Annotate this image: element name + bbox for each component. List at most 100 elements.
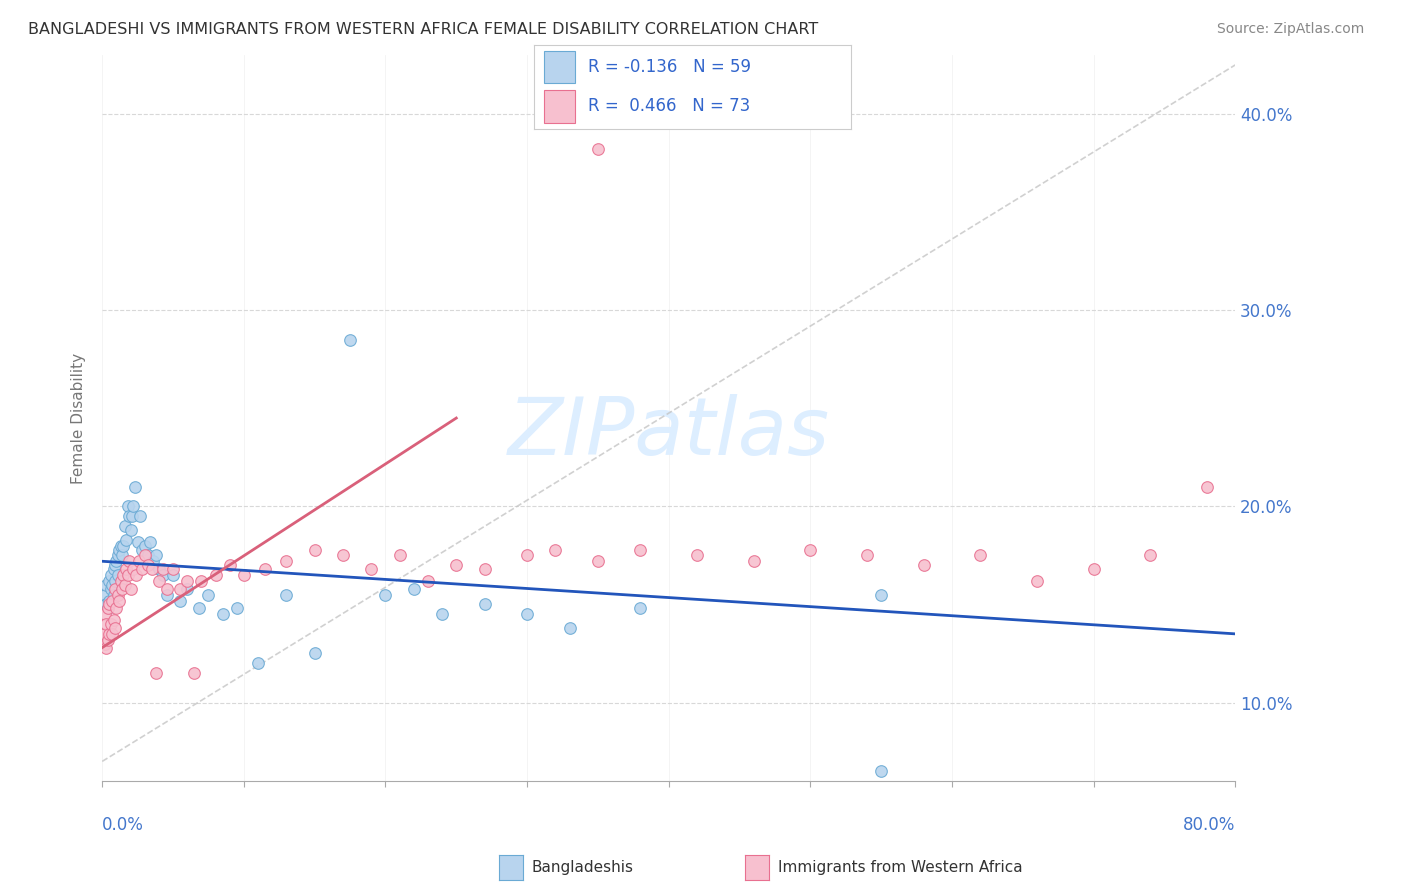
Point	[107, 568, 129, 582]
Point	[799, 542, 821, 557]
Bar	[544, 51, 575, 83]
Point	[1195, 480, 1218, 494]
Point	[218, 558, 240, 573]
Point	[100, 617, 122, 632]
Point	[114, 519, 136, 533]
Point	[162, 562, 184, 576]
Point	[96, 578, 118, 592]
Point	[686, 549, 709, 563]
Point	[204, 568, 226, 582]
Point	[110, 574, 132, 588]
Point	[1337, 549, 1360, 563]
Point	[183, 666, 205, 681]
Point	[100, 582, 122, 596]
Point	[152, 568, 174, 582]
Point	[94, 607, 117, 622]
Point	[304, 647, 326, 661]
Point	[388, 549, 411, 563]
Point	[232, 568, 254, 582]
Point	[628, 542, 651, 557]
Point	[1083, 562, 1105, 576]
Point	[197, 588, 219, 602]
Point	[870, 588, 893, 602]
Point	[111, 549, 134, 563]
Point	[148, 574, 170, 588]
Point	[912, 558, 935, 573]
Point	[111, 582, 134, 596]
Point	[96, 598, 118, 612]
Point	[446, 558, 468, 573]
Point	[122, 500, 145, 514]
Point	[127, 534, 149, 549]
Point	[402, 582, 425, 596]
Point	[114, 578, 136, 592]
Point	[96, 617, 118, 632]
Point	[169, 582, 191, 596]
Point	[586, 142, 609, 156]
Point	[120, 582, 142, 596]
Point	[104, 574, 127, 588]
Point	[101, 593, 124, 607]
Point	[104, 582, 127, 596]
Point	[474, 598, 496, 612]
Point	[430, 607, 453, 622]
Point	[93, 627, 115, 641]
Point	[108, 593, 131, 607]
Point	[145, 549, 167, 563]
Point	[332, 549, 354, 563]
Point	[100, 568, 122, 582]
Point	[628, 601, 651, 615]
Point	[254, 562, 277, 576]
Point	[129, 509, 152, 524]
Point	[870, 764, 893, 779]
Text: 0.0%: 0.0%	[103, 816, 143, 834]
Point	[586, 554, 609, 568]
Point	[136, 549, 159, 563]
Point	[169, 593, 191, 607]
Point	[124, 480, 146, 494]
Point	[118, 509, 141, 524]
Text: Source: ZipAtlas.com: Source: ZipAtlas.com	[1216, 22, 1364, 37]
Point	[97, 601, 120, 615]
Point	[176, 574, 198, 588]
Point	[416, 574, 439, 588]
Point	[1139, 549, 1161, 563]
Point	[98, 598, 121, 612]
Point	[96, 640, 118, 655]
Point	[121, 509, 143, 524]
Point	[136, 558, 159, 573]
Y-axis label: Female Disability: Female Disability	[72, 352, 86, 483]
Text: BANGLADESHI VS IMMIGRANTS FROM WESTERN AFRICA FEMALE DISABILITY CORRELATION CHAR: BANGLADESHI VS IMMIGRANTS FROM WESTERN A…	[28, 22, 818, 37]
Point	[141, 562, 163, 576]
Point	[225, 601, 247, 615]
Point	[97, 601, 120, 615]
Text: Bangladeshis: Bangladeshis	[531, 860, 634, 874]
Point	[105, 554, 128, 568]
Point	[152, 562, 174, 576]
Point	[104, 621, 127, 635]
Point	[156, 588, 179, 602]
Point	[339, 333, 361, 347]
Point	[246, 657, 269, 671]
Point	[211, 607, 233, 622]
Point	[148, 562, 170, 576]
Point	[360, 562, 382, 576]
Point	[112, 539, 135, 553]
Point	[1239, 549, 1261, 563]
Point	[117, 500, 139, 514]
Point	[115, 533, 138, 547]
Point	[131, 562, 153, 576]
Point	[98, 593, 121, 607]
Point	[190, 574, 212, 588]
Point	[304, 542, 326, 557]
Text: ZIPatlas: ZIPatlas	[508, 393, 830, 472]
Point	[156, 582, 179, 596]
Point	[108, 542, 131, 557]
Point	[122, 562, 145, 576]
Point	[1309, 582, 1331, 596]
Point	[98, 574, 121, 588]
Point	[115, 562, 138, 576]
Point	[558, 621, 581, 635]
Text: R =  0.466   N = 73: R = 0.466 N = 73	[588, 97, 751, 115]
Point	[544, 542, 567, 557]
